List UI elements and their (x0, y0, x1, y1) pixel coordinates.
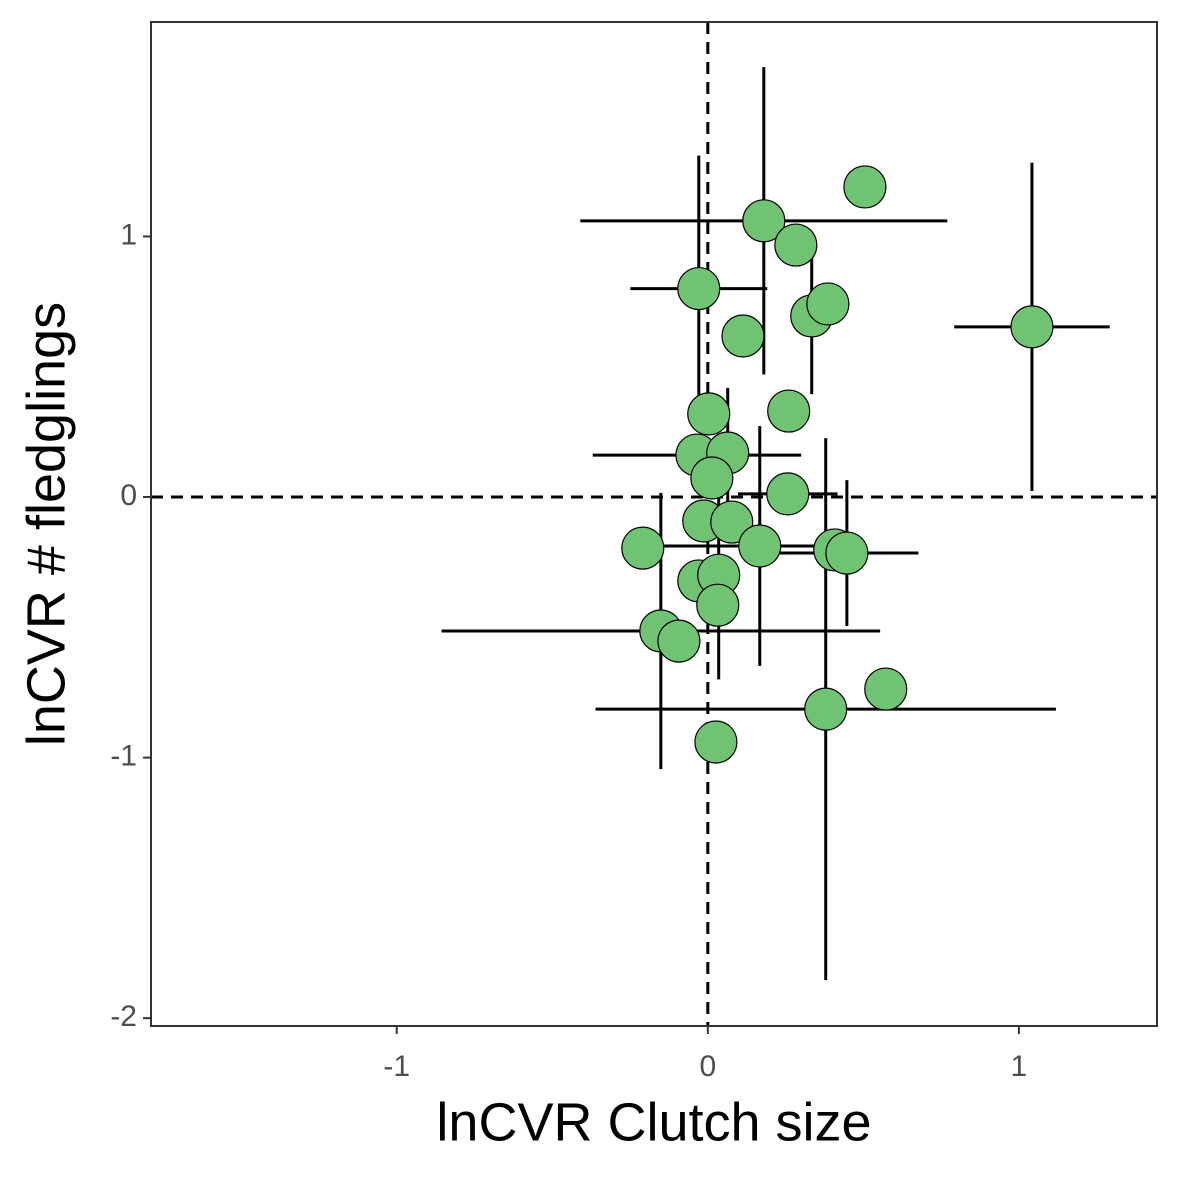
point (677, 266, 721, 311)
y-tick-label: 0 (120, 479, 137, 512)
y-tick-label: 1 (120, 218, 137, 251)
y-tick-label: -2 (110, 1000, 137, 1033)
x-axis-title: lnCVR Clutch size (436, 1092, 871, 1152)
point (621, 526, 665, 570)
point (774, 223, 818, 267)
point (843, 165, 887, 209)
x-tick-label: 0 (699, 1050, 716, 1083)
point (657, 619, 701, 663)
point (742, 199, 786, 243)
point (766, 472, 810, 516)
plot-border (150, 21, 1158, 1027)
point (864, 667, 908, 711)
point (804, 687, 848, 731)
point (767, 389, 811, 433)
y-axis-title: lnCVR # fledglings (16, 302, 76, 746)
y-tick-label: -1 (110, 740, 137, 773)
point (738, 524, 782, 568)
point (806, 282, 850, 326)
x-tick-label: 1 (1011, 1050, 1028, 1083)
point (694, 720, 738, 764)
point (825, 531, 869, 575)
x-tick-label: -1 (383, 1050, 410, 1083)
point (721, 314, 765, 358)
point (690, 456, 734, 500)
point (696, 583, 740, 627)
plot-background (151, 22, 1157, 1026)
point (1010, 305, 1054, 349)
point (687, 392, 731, 436)
point (710, 500, 754, 544)
